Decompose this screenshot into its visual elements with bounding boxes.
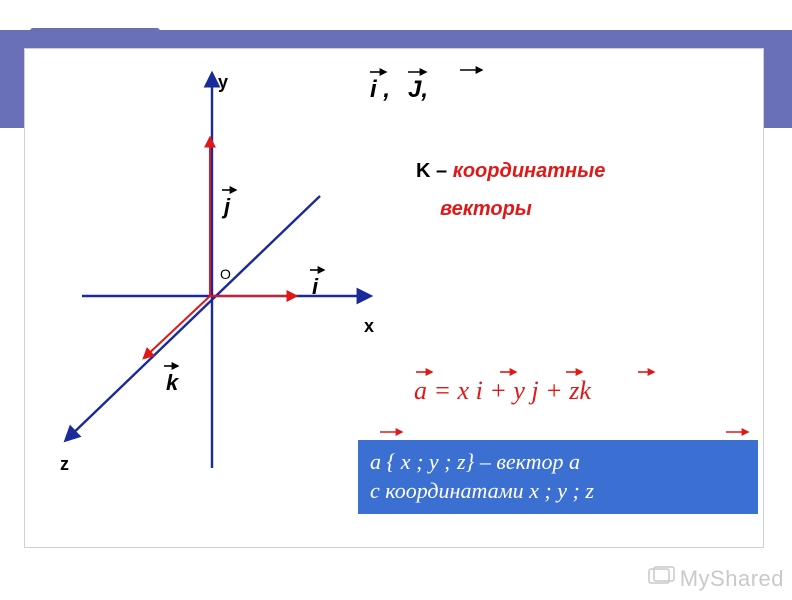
header-stub-top	[30, 28, 160, 34]
definition-k: K –	[416, 160, 453, 182]
unit-vector-label-i: i	[312, 274, 318, 300]
coord-line-2: с координатами x ; y ; z	[370, 477, 746, 506]
unit-vector-label-j: j	[224, 194, 230, 220]
unit-vector-label-k: k	[166, 370, 178, 396]
coord-line-1: a { x ; y ; z} – вектор а	[370, 448, 746, 477]
coord-dash: –	[480, 449, 497, 474]
formula-eq: = x	[434, 376, 476, 405]
slide-root: i , J, x y z O i j k K – координатные ве…	[0, 0, 792, 600]
header-vector-i: i ,	[370, 76, 390, 104]
vector-formula: a = x i + y j + zk	[414, 376, 591, 406]
definition-rest: координатные	[453, 160, 606, 182]
coordinate-box: a { x ; y ; z} – вектор а с координатами…	[358, 440, 758, 514]
watermark: MyShared	[648, 566, 784, 594]
axis-label-x: x	[364, 316, 374, 337]
definition-line-2: векторы	[440, 198, 532, 221]
formula-p2: + y	[483, 376, 532, 405]
definition-line-1: K – координатные	[416, 160, 605, 183]
axis-label-y: y	[218, 72, 228, 93]
axis-label-z: z	[60, 454, 69, 475]
header-vector-j: J,	[408, 76, 428, 104]
formula-a: a	[414, 376, 434, 405]
watermark-text: MyShared	[680, 566, 784, 591]
formula-k: k	[579, 376, 591, 405]
origin-label: O	[220, 266, 231, 282]
coord-post: вектор а	[496, 449, 580, 474]
formula-j: j	[531, 376, 538, 405]
watermark-icon	[648, 566, 676, 594]
coord-pre: a { x ; y ; z}	[370, 449, 480, 474]
formula-i: i	[476, 376, 483, 405]
formula-p3: + z	[539, 376, 580, 405]
